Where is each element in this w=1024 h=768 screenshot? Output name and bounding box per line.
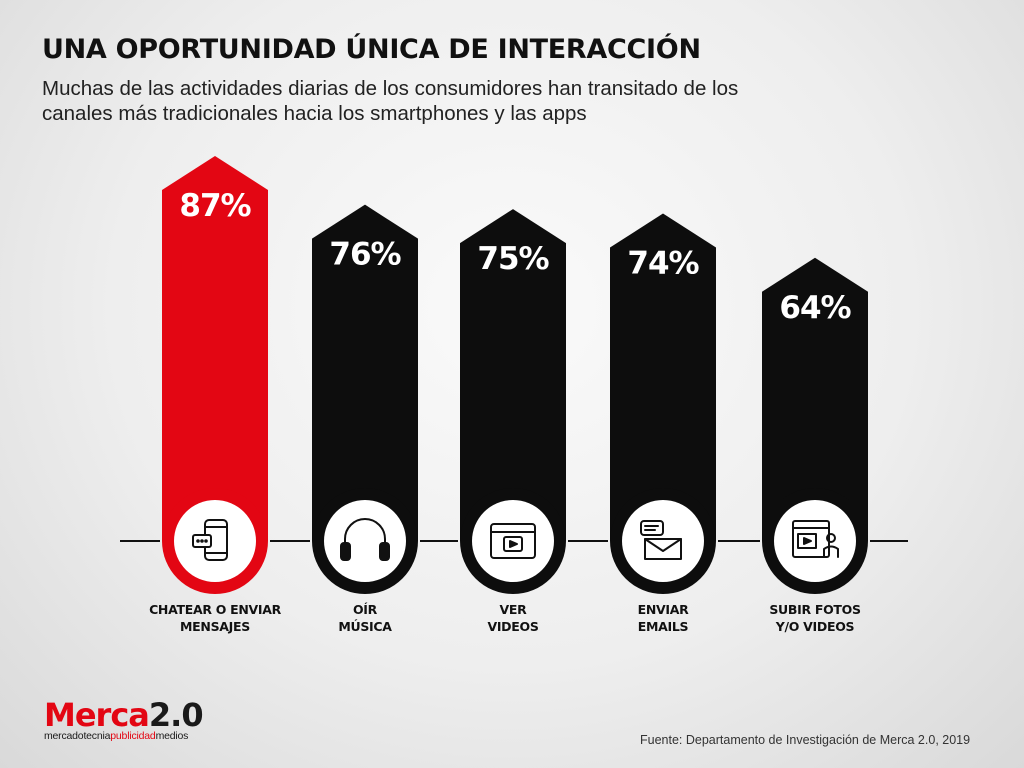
category-label: SUBIR FOTOS Y/O VIDEOS [769,602,861,634]
icon-disc [472,500,554,582]
category-label: OÍR MÚSICA [338,602,392,634]
logo-sub-1: mercadotecnia [44,730,111,742]
category-label: ENVIAR EMAILS [637,602,689,634]
category-label: CHATEAR O ENVIAR MENSAJES [149,602,281,634]
logo-sub-2: publicidad [110,730,156,742]
value-label: 76% [329,237,401,273]
category-label: VER VIDEOS [487,602,539,634]
logo-sub-3: medios [155,730,189,742]
bar [610,213,716,541]
bar [762,257,868,541]
headphones-icon [340,518,390,561]
source-note: Fuente: Departamento de Investigación de… [640,733,971,747]
bar [312,204,418,541]
email-icon [640,520,682,560]
page-subtitle: Muchas de las actividades diarias de los… [42,77,739,125]
value-label: 87% [179,188,251,224]
logo-main-red: Merca [44,696,150,734]
icon-disc [174,500,256,582]
value-label: 75% [477,241,549,277]
bar [162,156,268,541]
logo-main-dark: 2.0 [148,696,204,734]
value-label: 74% [627,246,699,282]
smartphone-chat-icon [192,519,228,561]
icon-disc [622,500,704,582]
merca-logo: Merca2.0 mercadotecniapublicidadmedios [44,696,204,742]
bar [460,209,566,541]
value-label: 64% [779,290,851,326]
icon-disc [324,500,406,582]
page-title: UNA OPORTUNIDAD ÚNICA DE INTERACCIÓN [42,34,701,65]
video-player-icon [490,523,536,559]
upload-media-icon [792,520,839,558]
